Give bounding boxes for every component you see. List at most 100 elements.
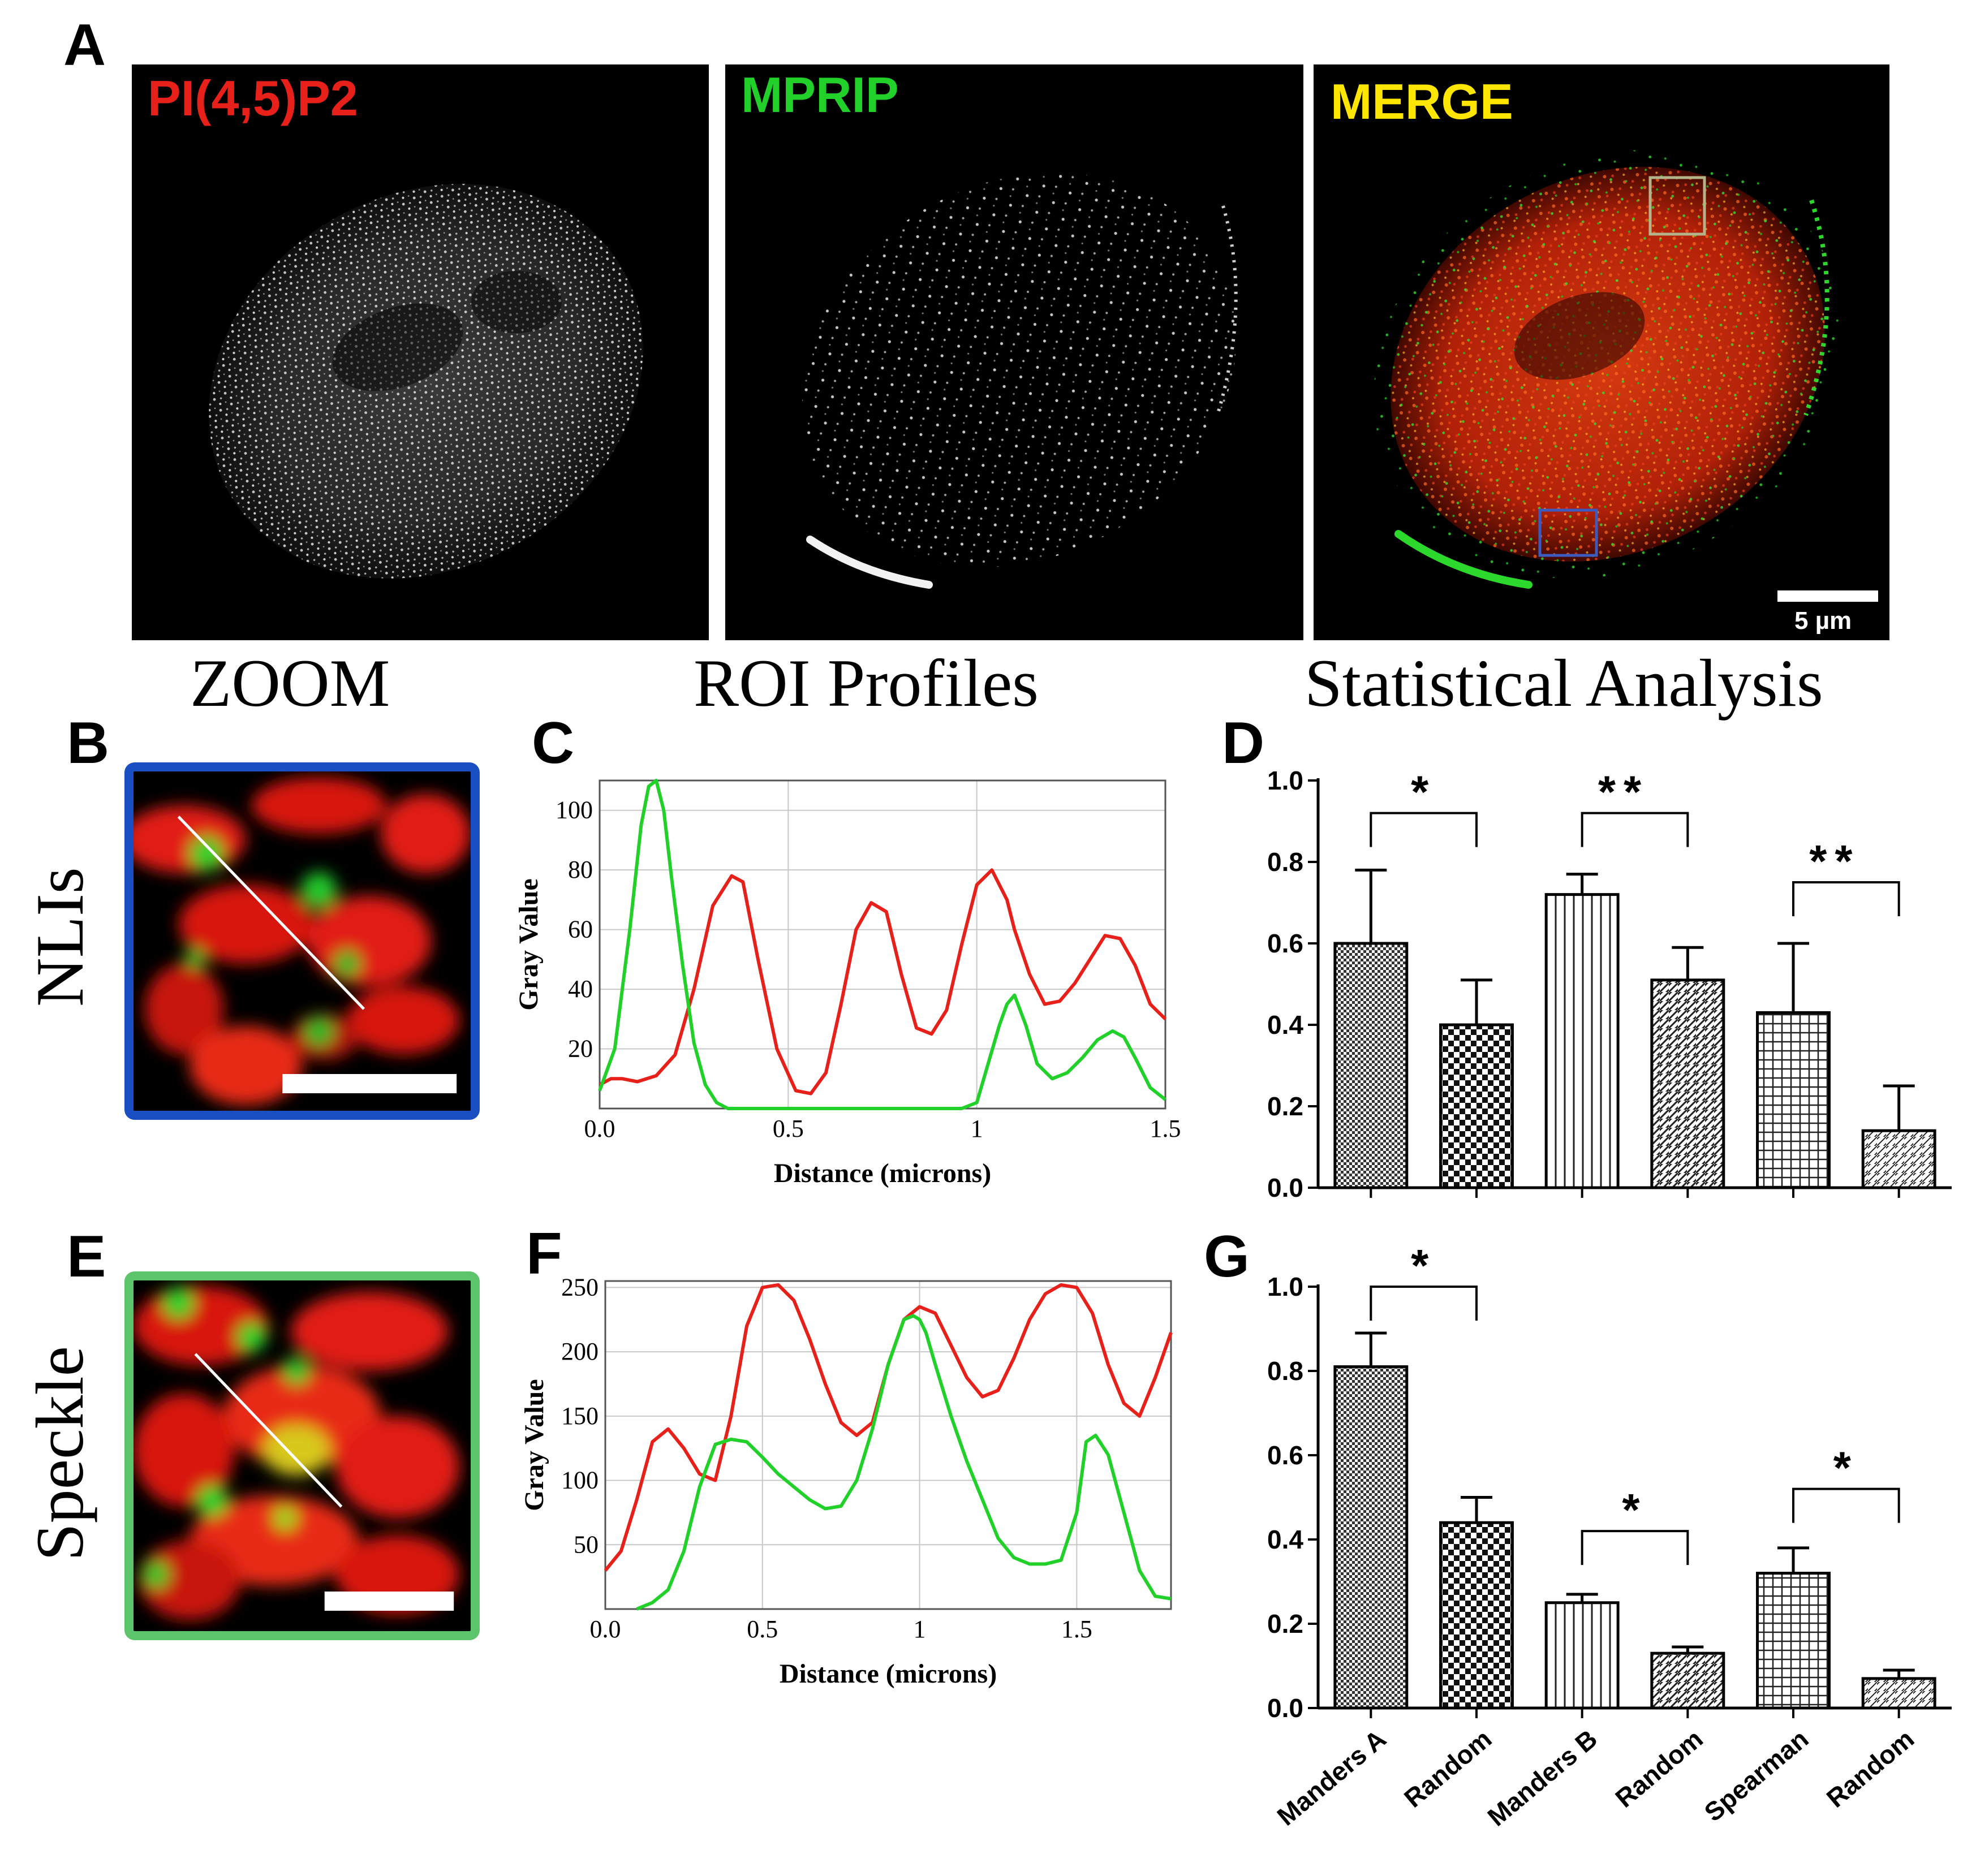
colocalization-bar-chart-nli: 0.00.20.40.60.81.0 * ****	[1267, 766, 1952, 1202]
x-category-label: Random	[1821, 1724, 1919, 1813]
speckle-roi-box	[1648, 176, 1706, 236]
x-tick-label: 1	[914, 1615, 926, 1643]
bar	[1544, 1601, 1620, 1710]
y-tick-label: 20	[568, 1035, 593, 1063]
significance-bracket	[1581, 812, 1689, 847]
panel-letter-g: G	[1204, 1224, 1250, 1290]
x-category-label: Random	[1609, 1724, 1708, 1813]
x-category-label: Spearman	[1699, 1724, 1814, 1827]
panel-letter-a: A	[63, 12, 106, 78]
panel-letter-f: F	[526, 1221, 562, 1287]
series-line-red	[599, 868, 1167, 1096]
bar	[1333, 1365, 1409, 1710]
significance-bracket	[1792, 1487, 1900, 1523]
bar	[1544, 893, 1620, 1189]
y-tick-label: 200	[561, 1338, 599, 1365]
y-tick-label: 100	[556, 796, 593, 824]
x-tick-label: 1	[971, 1115, 983, 1142]
y-tick-label: 0.2	[1267, 1609, 1303, 1638]
merge-label: MERGE	[1331, 74, 1513, 130]
bar	[1650, 1651, 1725, 1710]
x-axis-label: Distance (microns)	[780, 1659, 997, 1689]
scale-bar	[1777, 590, 1878, 602]
y-axis-label: Gray Value	[519, 1379, 549, 1511]
significance-label: *	[1411, 767, 1436, 817]
roi-profile-chart-speckle: 0.0 0.5 1 1.5 50 100 150 200 250 Distance (micron…	[519, 1273, 1173, 1689]
pip2-nucleus-image	[209, 184, 643, 579]
x-category-label: Manders B	[1482, 1724, 1603, 1832]
y-tick-label: 0.8	[1267, 1356, 1303, 1386]
bar	[1439, 1521, 1514, 1710]
pip2-micrograph: PI(4,5)P2	[132, 64, 709, 640]
significance-bracket	[1792, 881, 1900, 916]
speckle-zoom-image	[124, 1271, 480, 1640]
x-tick-label: 1.5	[1061, 1615, 1092, 1643]
significance-label: *	[1411, 1240, 1436, 1291]
bar	[1650, 978, 1725, 1189]
y-tick-label: 60	[568, 916, 593, 943]
merge-micrograph: MERGE 5 µm	[1314, 64, 1889, 640]
roi-profile-chart-nli: 0.0 0.5 1 1.5 20 40 60 80 100 Distance (microns) G…	[514, 779, 1181, 1188]
nli-roi-box	[1538, 508, 1598, 557]
bar	[1333, 942, 1409, 1189]
nli-zoom-blobs	[134, 777, 471, 1105]
series-line-green	[598, 779, 1166, 1110]
y-tick-label: 80	[568, 856, 593, 883]
x-category-label: Manders A	[1271, 1724, 1391, 1831]
section-title-statistical-analysis: Statistical Analysis	[1305, 645, 1823, 721]
y-tick-label: 0.4	[1267, 1525, 1303, 1554]
y-tick-label: 250	[561, 1273, 599, 1301]
mprip-nucleus-image	[802, 172, 1238, 589]
significance-label: *	[1833, 1443, 1859, 1493]
series-line-green	[636, 1314, 1172, 1611]
panel-letter-b: B	[67, 710, 110, 776]
significance-bracket	[1370, 812, 1478, 847]
significance-label: *	[1622, 1485, 1647, 1535]
nli-zoom-image	[124, 762, 480, 1120]
y-tick-label: 40	[568, 975, 593, 1003]
significance-bracket	[1581, 1530, 1689, 1566]
x-tick-label: 0.0	[590, 1615, 621, 1643]
y-tick-label: 0.0	[1267, 1693, 1303, 1723]
plot-frame	[604, 1280, 1172, 1610]
section-title-roi-profiles: ROI Profiles	[694, 645, 1039, 721]
bar	[1439, 1023, 1514, 1189]
y-tick-label: 0.2	[1267, 1092, 1303, 1121]
x-tick-label: 0.5	[747, 1615, 778, 1643]
bar	[1756, 1011, 1831, 1189]
y-tick-label: 1.0	[1267, 1272, 1303, 1301]
speckle-zoom-blobs	[134, 1286, 460, 1620]
bar	[1861, 1677, 1936, 1710]
x-tick-label: 0.0	[584, 1115, 615, 1142]
row-label-speckle: Speckle	[22, 1346, 97, 1561]
x-tick-label: 1.5	[1150, 1115, 1181, 1142]
merge-nucleus-image	[1374, 150, 1878, 602]
panel-letter-c: C	[532, 710, 575, 776]
x-category-label: Random	[1398, 1724, 1497, 1813]
panel-letter-e: E	[67, 1224, 106, 1290]
pip2-label: PI(4,5)P2	[148, 70, 358, 126]
mprip-micrograph: MPRIP	[725, 64, 1303, 640]
section-title-zoom: ZOOM	[190, 645, 390, 721]
y-tick-label: 50	[574, 1530, 599, 1558]
y-tick-label: 1.0	[1267, 766, 1303, 795]
significance-label: **	[1809, 836, 1860, 886]
mprip-label: MPRIP	[741, 67, 899, 123]
bar	[1861, 1129, 1936, 1189]
y-tick-label: 0.4	[1267, 1010, 1303, 1040]
y-axis-label: Gray Value	[514, 878, 544, 1010]
scale-bar-label: 5 µm	[1794, 607, 1852, 635]
y-tick-label: 0.0	[1267, 1173, 1303, 1202]
row-label-nlis: NLIs	[22, 867, 97, 1007]
y-tick-label: 100	[561, 1467, 599, 1494]
panel-letter-d: D	[1222, 710, 1265, 776]
y-tick-label: 0.8	[1267, 847, 1303, 877]
significance-label: **	[1598, 767, 1649, 817]
x-tick-label: 0.5	[773, 1115, 804, 1142]
y-tick-label: 0.6	[1267, 929, 1303, 958]
y-tick-label: 0.6	[1267, 1441, 1303, 1470]
bar	[1756, 1572, 1831, 1710]
x-axis-label: Distance (microns)	[774, 1158, 991, 1188]
significance-bracket	[1370, 1286, 1478, 1321]
